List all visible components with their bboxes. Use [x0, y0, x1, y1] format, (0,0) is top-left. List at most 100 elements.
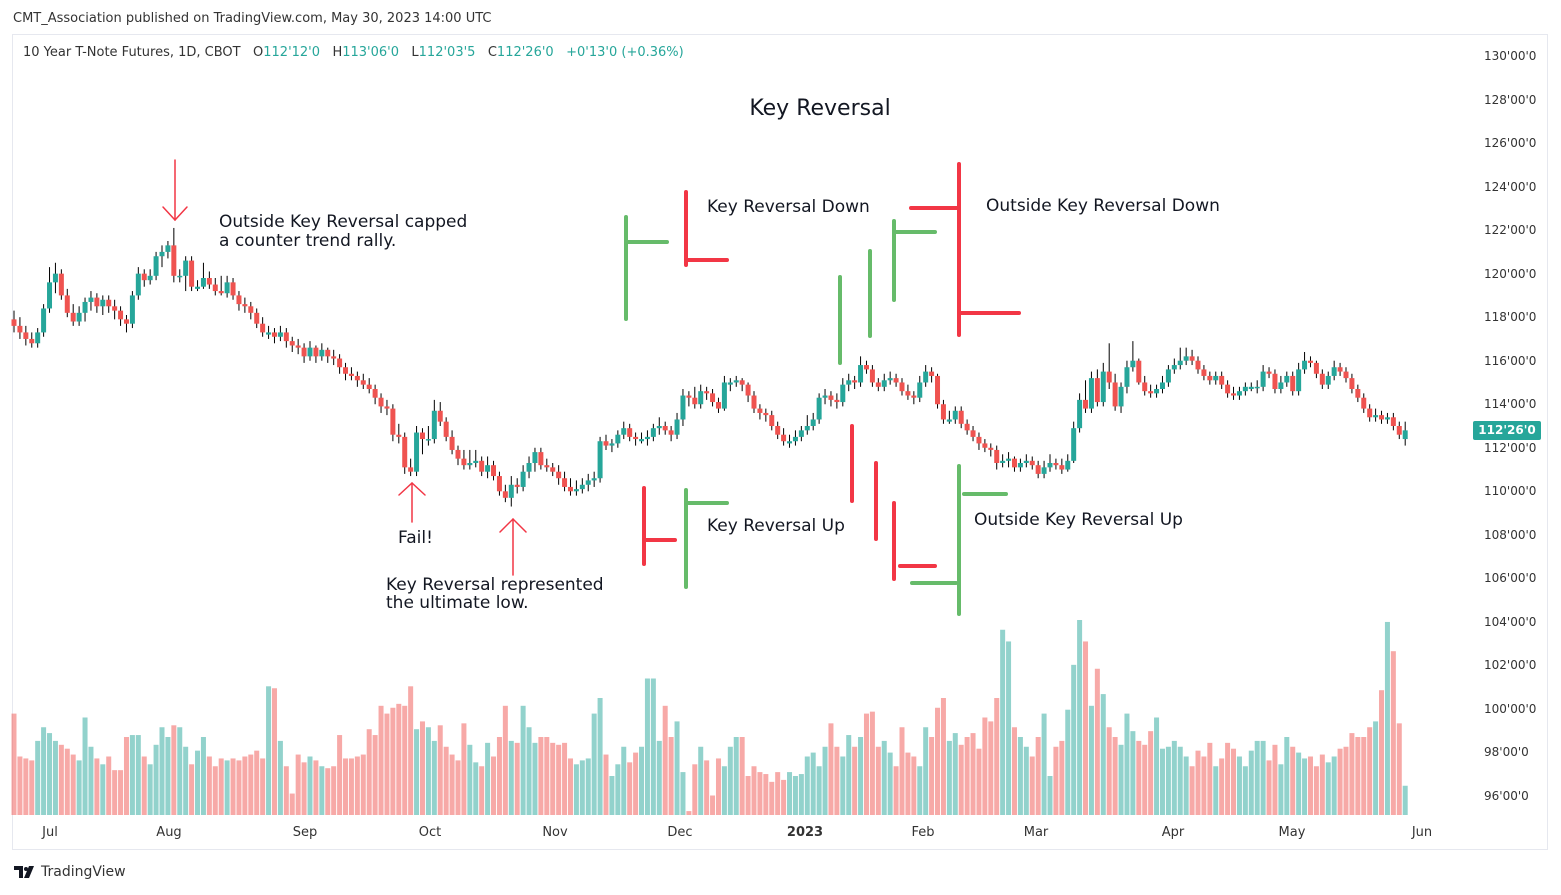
volume-bar: [1000, 629, 1006, 815]
candle-body: [123, 319, 129, 324]
candle: [277, 325, 283, 342]
candle: [1053, 458, 1059, 470]
candle-body: [763, 412, 769, 416]
volume-bar: [567, 758, 573, 815]
volume-bar: [1278, 764, 1284, 815]
candle-body: [277, 332, 283, 337]
chart-title: Key Reversal: [749, 96, 891, 121]
candle: [135, 267, 141, 300]
candle: [550, 463, 556, 477]
candle: [1041, 460, 1047, 479]
candle: [129, 291, 135, 329]
candle-body: [1379, 415, 1385, 420]
volume-bar: [1165, 746, 1171, 815]
volume-bar: [1118, 744, 1124, 815]
candle-body: [331, 356, 337, 359]
candle-body: [520, 471, 526, 487]
candle-body: [686, 395, 692, 398]
candle: [556, 465, 562, 485]
volume-bar: [828, 723, 834, 815]
candle: [668, 426, 674, 442]
candle-body: [1390, 417, 1396, 426]
volume-bar: [325, 768, 331, 815]
candle-body: [183, 260, 189, 276]
volume-bar: [680, 772, 686, 815]
candle-body: [656, 426, 662, 429]
candle-body: [810, 419, 816, 426]
candle-body: [562, 478, 568, 487]
volume-bar: [526, 727, 532, 815]
candle: [763, 408, 769, 422]
candle-body: [834, 399, 840, 403]
candle-body: [1278, 382, 1284, 389]
candle-body: [881, 380, 887, 387]
candle-body: [1053, 463, 1059, 466]
candle-body: [946, 419, 952, 422]
candle-body: [147, 275, 153, 281]
volume-bar: [295, 754, 301, 815]
volume-bar: [1195, 750, 1201, 815]
candle: [863, 360, 869, 374]
volume-bar: [372, 735, 378, 815]
volume-bar: [230, 758, 236, 815]
candle-body: [384, 406, 390, 409]
candle-body: [798, 430, 804, 437]
candle-body: [1231, 393, 1237, 396]
candle-body: [1094, 378, 1100, 403]
volume-bar: [165, 737, 171, 815]
candle-body: [662, 426, 668, 431]
volume-bar: [29, 760, 35, 815]
volume-bar: [212, 766, 218, 815]
candle: [603, 434, 609, 450]
volume-bar: [64, 748, 70, 815]
volume-bar: [710, 795, 716, 815]
candle: [935, 373, 941, 409]
candle-series: [11, 227, 1408, 507]
volume-bar: [41, 727, 47, 815]
candle-body: [893, 378, 899, 383]
candle-body: [621, 428, 627, 435]
candle: [153, 251, 159, 281]
candle-body: [1260, 371, 1266, 387]
volume-bar: [1065, 709, 1071, 815]
volume-bar: [1088, 705, 1094, 815]
volume-bar: [1248, 750, 1254, 815]
candle-body: [1195, 360, 1201, 370]
tradingview-branding[interactable]: TradingView: [14, 864, 126, 880]
volume-bar: [1396, 723, 1402, 815]
volume-bar: [88, 746, 94, 815]
candle: [1313, 360, 1319, 379]
candle-body: [1154, 389, 1160, 394]
candle: [343, 362, 349, 381]
candle: [508, 476, 514, 507]
volume-bar: [846, 735, 852, 815]
candle: [1029, 456, 1035, 470]
candle-body: [189, 260, 195, 287]
candle: [289, 336, 295, 352]
volume-bar: [1331, 756, 1337, 815]
candle-body: [1047, 463, 1053, 468]
candle: [940, 399, 946, 424]
candle: [260, 317, 266, 337]
candle: [1355, 384, 1361, 403]
candle: [917, 375, 923, 403]
y-tick-label: 110'00'0: [1484, 484, 1537, 499]
candle: [1011, 456, 1017, 472]
candle: [526, 456, 532, 479]
volume-bar: [52, 740, 58, 815]
volume-bar: [35, 740, 41, 815]
candle: [1006, 452, 1012, 468]
volume-bar: [195, 750, 201, 815]
symbol-name[interactable]: 10 Year T-Note Futures, 1D, CBOT: [23, 45, 241, 60]
candle-body: [775, 426, 781, 435]
candle-body: [745, 384, 751, 396]
volume-bar: [840, 756, 846, 815]
candle: [41, 304, 47, 337]
candle-body: [372, 389, 378, 398]
x-tick-label: May: [1278, 825, 1306, 840]
candle: [307, 341, 313, 361]
volume-bar: [23, 758, 29, 815]
candle-body: [627, 428, 633, 437]
candle: [1094, 369, 1100, 407]
